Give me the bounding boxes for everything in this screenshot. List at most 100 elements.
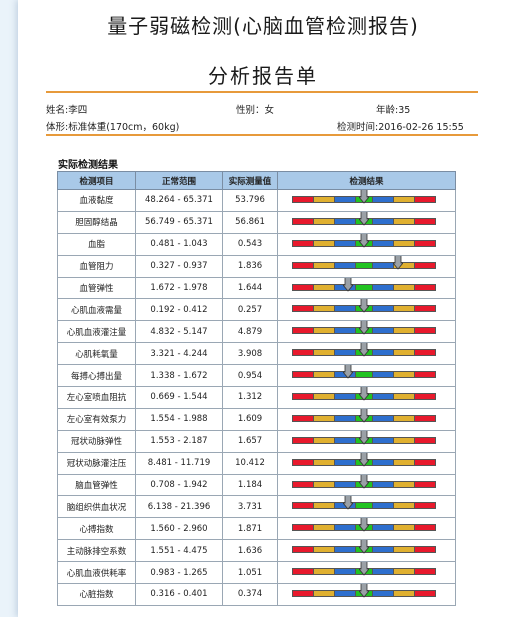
gauge-segment bbox=[392, 371, 415, 379]
gauge-segment bbox=[371, 217, 394, 225]
gauge-segment bbox=[413, 349, 436, 357]
gauge-segment bbox=[333, 524, 356, 532]
result-gauge bbox=[291, 256, 442, 271]
gauge-marker-icon bbox=[358, 343, 369, 357]
col-header-range: 正常范围 bbox=[135, 171, 223, 190]
report-subtitle: 分析报告单 bbox=[208, 64, 318, 88]
gauge-segment bbox=[291, 217, 314, 225]
result-gauge bbox=[291, 453, 442, 468]
gauge-segment bbox=[291, 195, 314, 203]
gauge-segment bbox=[291, 305, 314, 313]
gauge-segment bbox=[291, 349, 314, 357]
col-header-item: 检测项目 bbox=[57, 171, 136, 190]
result-gauge-cell bbox=[277, 517, 456, 541]
table-row: 血管弹性 1.672 - 1.978 1.644 bbox=[57, 276, 456, 300]
gauge-segment bbox=[333, 261, 356, 269]
gauge-segment bbox=[291, 371, 314, 379]
gauge-segment bbox=[291, 239, 314, 247]
measured-value: 1.051 bbox=[222, 561, 278, 585]
table-row: 心肌血液需量 0.192 - 0.412 0.257 bbox=[57, 298, 456, 322]
gauge-segment bbox=[333, 327, 356, 335]
gauge-segment bbox=[312, 283, 335, 291]
measured-value: 10.412 bbox=[222, 451, 278, 475]
gauge-segment bbox=[371, 589, 394, 597]
gauge-marker-icon bbox=[393, 256, 404, 270]
gauge-marker-icon bbox=[358, 387, 369, 401]
table-row: 血液黏度 48.264 - 65.371 53.796 bbox=[57, 189, 456, 212]
gauge-segment bbox=[371, 414, 394, 422]
normal-range: 1.553 - 2.187 bbox=[135, 429, 223, 453]
gauge-marker-icon bbox=[342, 365, 353, 379]
normal-range: 1.551 - 4.475 bbox=[135, 539, 223, 563]
gauge-segment bbox=[291, 458, 314, 466]
measured-value: 1.609 bbox=[222, 407, 278, 431]
gauge-segment bbox=[413, 546, 436, 554]
table-row: 脑血管弹性 0.708 - 1.942 1.184 bbox=[57, 473, 456, 497]
normal-range: 1.554 - 1.988 bbox=[135, 407, 223, 431]
result-gauge-cell bbox=[277, 407, 456, 431]
normal-range: 48.264 - 65.371 bbox=[135, 189, 223, 212]
gauge-segment bbox=[333, 239, 356, 247]
result-gauge bbox=[291, 431, 442, 446]
normal-range: 1.672 - 1.978 bbox=[135, 276, 223, 300]
result-gauge-cell bbox=[277, 342, 456, 366]
gauge-segment bbox=[312, 436, 335, 444]
gauge-segment bbox=[291, 283, 314, 291]
result-gauge-cell bbox=[277, 210, 456, 234]
item-name: 主动脉排空系数 bbox=[57, 539, 136, 563]
gauge-segment bbox=[392, 589, 415, 597]
measured-value: 1.836 bbox=[222, 254, 278, 278]
gauge-segment bbox=[312, 392, 335, 400]
gauge-segment bbox=[413, 414, 436, 422]
table-row: 心肌血液供耗率 0.983 - 1.265 1.051 bbox=[57, 561, 456, 585]
gauge-segment bbox=[392, 480, 415, 488]
table-row: 脑组织供血状况 6.138 - 21.396 3.731 bbox=[57, 495, 456, 519]
gauge-segment bbox=[392, 502, 415, 510]
gauge-segment bbox=[413, 217, 436, 225]
gauge-segment bbox=[312, 589, 335, 597]
result-gauge bbox=[291, 190, 442, 205]
gauge-segment bbox=[371, 480, 394, 488]
gauge-segment bbox=[413, 392, 436, 400]
measured-value: 1.657 bbox=[222, 429, 278, 453]
gauge-segment bbox=[392, 195, 415, 203]
result-gauge bbox=[291, 278, 442, 293]
col-header-value: 实际测量值 bbox=[222, 171, 278, 190]
gauge-segment bbox=[333, 480, 356, 488]
gauge-segment bbox=[413, 261, 436, 269]
gauge-segment bbox=[333, 458, 356, 466]
gauge-segment bbox=[392, 436, 415, 444]
item-name: 冠状动脉弹性 bbox=[57, 429, 136, 453]
normal-range: 0.327 - 0.937 bbox=[135, 254, 223, 278]
gauge-segment bbox=[392, 568, 415, 576]
gauge-segment bbox=[354, 371, 373, 379]
gauge-segment bbox=[312, 305, 335, 313]
item-name: 血管弹性 bbox=[57, 276, 136, 300]
normal-range: 8.481 - 11.719 bbox=[135, 451, 223, 475]
item-name: 心肌耗氧量 bbox=[57, 342, 136, 366]
patient-gender: 性别：女 bbox=[236, 105, 275, 116]
table-row: 血脂 0.481 - 1.043 0.543 bbox=[57, 232, 456, 256]
gauge-segment bbox=[291, 436, 314, 444]
gauge-marker-icon bbox=[342, 278, 353, 292]
result-gauge-cell bbox=[277, 189, 456, 212]
report-page: 量子弱磁检测(心脑血管检测报告) 分析报告单 姓名:李四 性别：女 年龄:35 … bbox=[18, 0, 508, 617]
gauge-segment bbox=[392, 283, 415, 291]
item-name: 左心室有效泵力 bbox=[57, 407, 136, 431]
result-gauge-cell bbox=[277, 386, 456, 409]
gauge-segment bbox=[354, 502, 373, 510]
gauge-segment bbox=[371, 239, 394, 247]
gauge-segment bbox=[291, 589, 314, 597]
result-gauge-cell bbox=[277, 451, 456, 475]
patient-name: 姓名:李四 bbox=[46, 105, 88, 116]
item-name: 左心室喷血阻抗 bbox=[57, 386, 136, 409]
table-row: 冠状动脉灌注压 8.481 - 11.719 10.412 bbox=[57, 451, 456, 475]
gauge-segment bbox=[371, 392, 394, 400]
measured-value: 3.731 bbox=[222, 495, 278, 519]
measured-value: 1.312 bbox=[222, 386, 278, 409]
gauge-segment bbox=[413, 283, 436, 291]
item-name: 心肌血液需量 bbox=[57, 298, 136, 322]
gauge-segment bbox=[291, 414, 314, 422]
measured-value: 3.908 bbox=[222, 342, 278, 366]
item-name: 血液黏度 bbox=[57, 189, 136, 212]
